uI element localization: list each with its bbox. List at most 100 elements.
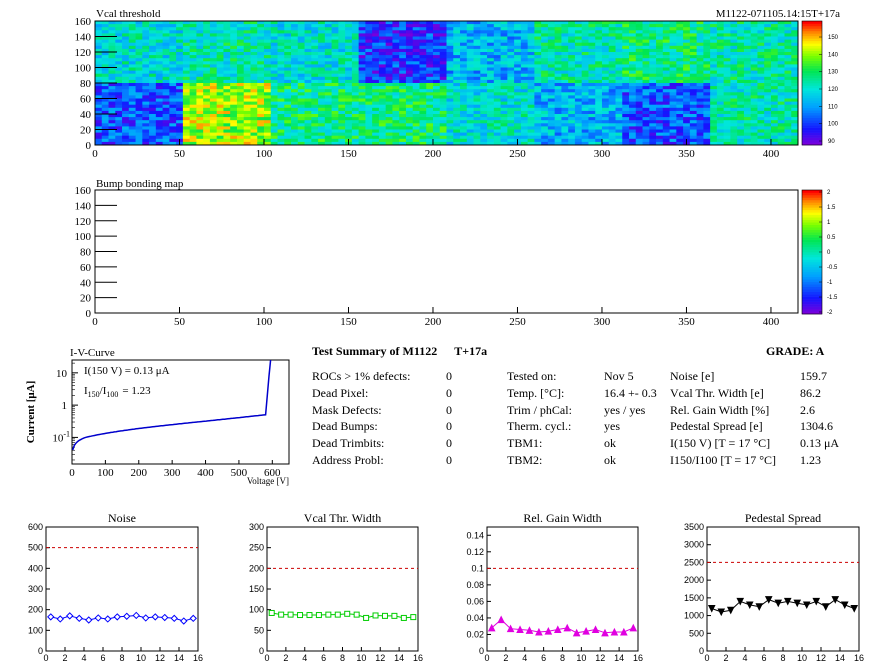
summary-data-point bbox=[306, 612, 313, 619]
iv-note-current: I(150 V) = 0.13 μA bbox=[84, 365, 170, 377]
summary-row-label: ROCs > 1% defects: bbox=[312, 369, 411, 383]
map-y-tick-label: 120 bbox=[75, 47, 92, 59]
summary-x-tick-label: 6 bbox=[321, 653, 326, 663]
iv-x-tick-label: 0 bbox=[69, 467, 75, 479]
map-y-tick-label: 140 bbox=[75, 200, 92, 212]
vcal-palette-tick: 130 bbox=[828, 70, 839, 76]
vcal-palette-tick: 140 bbox=[828, 52, 839, 58]
summary-x-tick-label: 2 bbox=[283, 653, 288, 663]
summary-data-point bbox=[572, 628, 581, 637]
summary-x-tick-label: 12 bbox=[155, 653, 165, 663]
summary-x-tick-label: 8 bbox=[780, 653, 785, 663]
bump-palette-tick: 1.5 bbox=[827, 205, 836, 211]
map-x-tick-label: 250 bbox=[509, 148, 526, 160]
summary-row-value: 0.13 μA bbox=[800, 436, 840, 451]
summary-y-tick-label: 0.04 bbox=[466, 613, 484, 623]
map-x-tick-label: 200 bbox=[425, 148, 442, 160]
summary-y-tick-label: 3000 bbox=[684, 540, 704, 550]
iv-curve-line bbox=[71, 359, 272, 451]
map-x-tick-label: 150 bbox=[340, 148, 357, 160]
summary-data-point bbox=[315, 612, 322, 619]
summary-row-value: yes bbox=[604, 419, 620, 434]
summary-data-point bbox=[802, 601, 811, 610]
summary-y-tick-label: 400 bbox=[28, 563, 43, 573]
summary-row-label: Vcal Thr. Width [e] bbox=[670, 385, 764, 400]
summary-data-point bbox=[132, 611, 140, 620]
vcal-palette-tick: 110 bbox=[828, 104, 838, 110]
iv-note-ratio: I150/I100 = 1.23 bbox=[84, 385, 151, 399]
summary-x-tick-label: 10 bbox=[136, 653, 146, 663]
summary-row-value: 0 bbox=[446, 369, 452, 383]
summary-chart-3: Pedestal Spread 0 500 1000 1500 2000 2500 3000 3… bbox=[684, 511, 864, 663]
summary-data-point bbox=[113, 613, 121, 621]
summary-data-point bbox=[400, 614, 407, 621]
summary-data-point bbox=[755, 603, 764, 611]
summary-x-tick-label: 0 bbox=[43, 653, 48, 663]
summary-y-tick-label: 200 bbox=[28, 605, 43, 615]
summary-row-label: Dead Trimbits: bbox=[312, 436, 385, 451]
vcal-heatmap-cells bbox=[95, 21, 799, 146]
vcal-threshold-map: Vcal threshold M1122-071105.14:15T+17a 0… bbox=[75, 8, 841, 160]
vcal-y-axis: 0 20 40 60 80 100 120 140 160 bbox=[75, 16, 117, 152]
map-x-tick-label: 300 bbox=[594, 148, 611, 160]
map-y-tick-label: 160 bbox=[75, 16, 92, 28]
summary-x-tick-label: 6 bbox=[761, 653, 766, 663]
vcal-palette-tick: 100 bbox=[828, 122, 839, 128]
summary-row-value: ok bbox=[604, 453, 616, 467]
summary-x-tick-label: 2 bbox=[503, 653, 508, 663]
summary-row-value: 0 bbox=[446, 385, 452, 400]
summary-row-value: 1.23 bbox=[800, 453, 821, 467]
summary-data-point bbox=[325, 611, 332, 618]
summary-data-point bbox=[123, 612, 131, 620]
summary-data-point bbox=[391, 612, 398, 619]
module-id-label: M1122-071105.14:15T+17a bbox=[716, 8, 840, 20]
summary-chart-frame bbox=[706, 526, 860, 652]
summary-data-point bbox=[591, 625, 600, 634]
summary-x-tick-label: 16 bbox=[633, 653, 643, 663]
iv-title: I-V-Curve bbox=[70, 347, 115, 359]
summary-chart-2: Rel. Gain Width 0 0.02 0.04 0.06 0.08 0.1 0.12 0… bbox=[466, 511, 643, 663]
summary-x-tick-label: 12 bbox=[595, 653, 605, 663]
summary-data-point bbox=[774, 599, 783, 608]
map-x-tick-label: 350 bbox=[678, 148, 695, 160]
summary-y-tick-label: 0.12 bbox=[466, 547, 484, 557]
summary-row-value: 0 bbox=[446, 436, 452, 451]
summary-data-point bbox=[268, 609, 275, 616]
summary-data-point bbox=[142, 614, 150, 622]
grade-label: GRADE: A bbox=[766, 344, 825, 358]
bump-x-axis: 0 50 100 150 200 250 300 350 400 bbox=[92, 307, 780, 328]
summary-y-tick-label: 250 bbox=[249, 543, 264, 553]
summary-data-point bbox=[278, 611, 285, 618]
summary-y-tick-label: 300 bbox=[249, 522, 264, 532]
summary-y-tick-label: 100 bbox=[249, 605, 264, 615]
summary-row-label: Therm. cycl.: bbox=[507, 419, 572, 434]
summary-y-tick-label: 200 bbox=[249, 563, 264, 573]
summary-x-tick-label: 16 bbox=[193, 653, 203, 663]
iv-x-tick-label: 300 bbox=[164, 467, 181, 479]
summary-x-tick-label: 8 bbox=[560, 653, 565, 663]
summary-row-label: Temp. [°C]: bbox=[507, 385, 565, 400]
summary-y-tick-label: 0.14 bbox=[466, 530, 484, 540]
summary-x-tick-label: 4 bbox=[742, 653, 747, 663]
summary-x-tick-label: 10 bbox=[356, 653, 366, 663]
iv-x-tick-label: 500 bbox=[231, 467, 248, 479]
summary-series-line bbox=[711, 599, 855, 613]
summary-x-tick-label: 14 bbox=[394, 653, 404, 663]
summary-x-tick-label: 4 bbox=[522, 653, 527, 663]
map-y-tick-label: 0 bbox=[86, 140, 92, 152]
summary-data-point bbox=[170, 614, 178, 623]
map-y-tick-label: 160 bbox=[75, 185, 92, 197]
summary-y-tick-label: 3500 bbox=[684, 522, 704, 532]
map-y-tick-label: 20 bbox=[80, 125, 92, 137]
map-x-tick-label: 400 bbox=[763, 148, 780, 160]
map-x-tick-label: 100 bbox=[256, 316, 273, 328]
summary-title: Test Summary of M1122 T+17a bbox=[312, 344, 488, 358]
summary-row-label: I150/I100 [T = 17 °C] bbox=[670, 453, 777, 467]
summary-y-tick-label: 0.02 bbox=[466, 629, 484, 639]
summary-y-tick-label: 0 bbox=[38, 646, 43, 656]
summary-data-point bbox=[66, 612, 74, 620]
summary-chart-title: Pedestal Spread bbox=[745, 511, 821, 525]
summary-row-label: Tested on: bbox=[507, 369, 557, 383]
summary-x-tick-label: 10 bbox=[797, 653, 807, 663]
